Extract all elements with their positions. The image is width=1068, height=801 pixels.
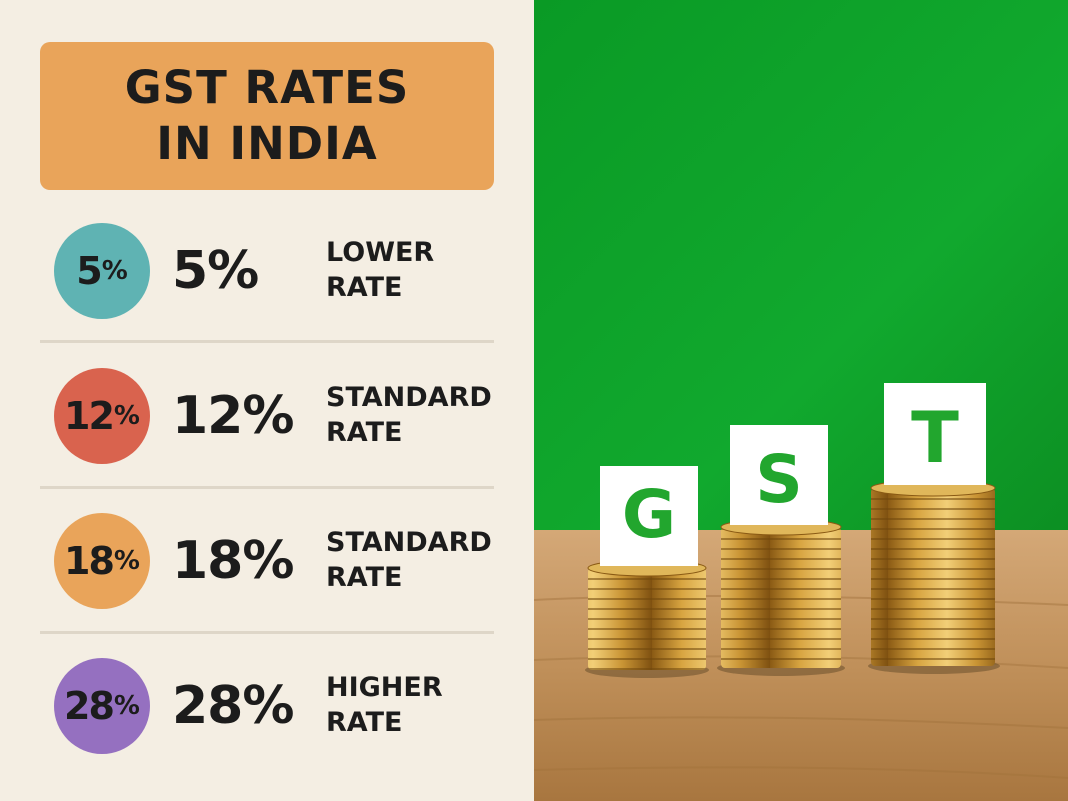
rate-badge-number: 28 (64, 684, 115, 728)
rate-label-line-1: STANDARD (326, 527, 492, 558)
rate-row-28: 28% 28% HIGHER RATE (40, 638, 494, 758)
letter-block-t: T (884, 383, 986, 485)
rate-value: 5% (172, 241, 259, 301)
row-divider (40, 631, 494, 634)
rate-badge: 12% (54, 368, 150, 464)
letter-block-g: G (600, 466, 698, 566)
rate-label: LOWER RATE (326, 235, 434, 305)
coin-stack-left (585, 559, 709, 678)
coin-stack-middle (717, 518, 845, 676)
title-line-1: GST RATES (124, 61, 410, 114)
rate-badge: 18% (54, 513, 150, 609)
letter-block-s: S (730, 425, 828, 525)
rate-row-12: 12% 12% STANDARD RATE (40, 348, 494, 468)
rate-badge: 28% (54, 658, 150, 754)
rate-badge-number: 18 (64, 539, 115, 583)
rate-row-18: 18% 18% STANDARD RATE (40, 493, 494, 613)
rate-label-line-2: RATE (326, 562, 403, 593)
rate-value: 18% (172, 531, 294, 591)
rate-label-line-2: RATE (326, 707, 403, 738)
title-line-2: IN INDIA (156, 117, 378, 170)
rate-label-line-2: RATE (326, 417, 403, 448)
coin-stack-right (868, 479, 1000, 674)
rate-label-line-1: HIGHER (326, 672, 443, 703)
rate-row-5: 5% 5% LOWER RATE (40, 203, 494, 323)
coin-stacks-illustration: G S T (534, 0, 1068, 801)
rate-badge-number: 5 (76, 249, 102, 293)
letter-g: G (622, 476, 676, 553)
rate-badge-percent: % (101, 256, 128, 286)
rate-value: 12% (172, 386, 294, 446)
infographic-panel: GST RATES IN INDIA 5% 5% LOWER RATE 12% … (40, 42, 494, 758)
rate-label: STANDARD RATE (326, 380, 492, 450)
title-banner: GST RATES IN INDIA (40, 42, 494, 190)
letter-s: S (755, 441, 803, 518)
rate-badge: 5% (54, 223, 150, 319)
rate-label-line-2: RATE (326, 272, 403, 303)
gst-coin-photo: G S T (534, 0, 1068, 801)
rate-badge-percent: % (113, 546, 140, 576)
row-divider (40, 340, 494, 343)
rate-label: STANDARD RATE (326, 525, 492, 595)
rate-badge-number: 12 (64, 394, 115, 438)
rate-label-line-1: STANDARD (326, 382, 492, 413)
letter-t: T (911, 397, 959, 479)
rate-label-line-1: LOWER (326, 237, 435, 268)
rate-label: HIGHER RATE (326, 670, 443, 740)
rate-value: 28% (172, 676, 294, 736)
rate-badge-percent: % (113, 691, 140, 721)
rate-badge-percent: % (113, 401, 140, 431)
row-divider (40, 486, 494, 489)
